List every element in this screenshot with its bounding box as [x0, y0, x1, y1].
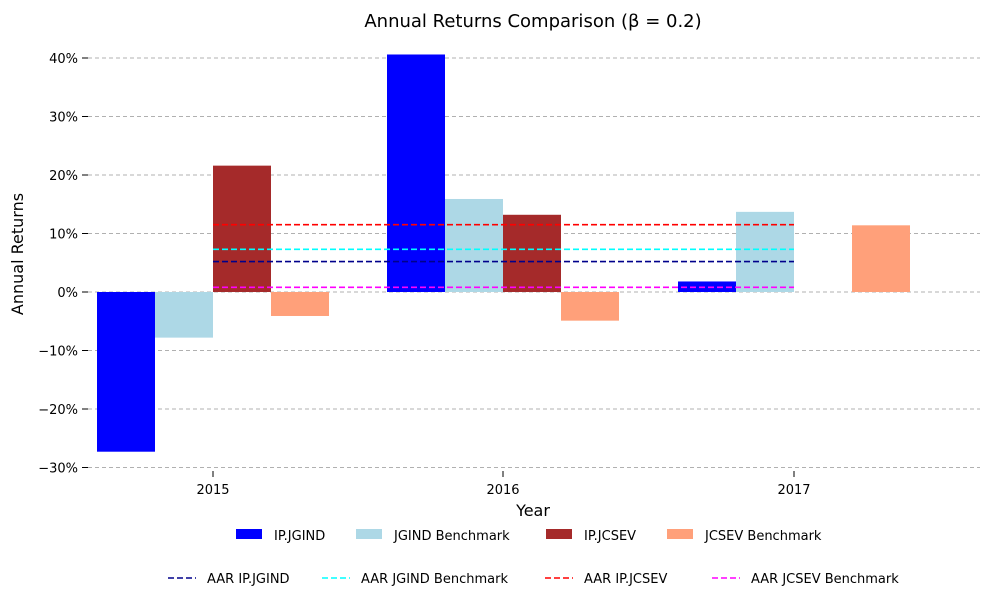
- bar-ip-jgind-2015: [97, 292, 155, 452]
- bar-jcsev-benchmark-2015: [271, 292, 329, 316]
- bar-ip-jgind-2017: [678, 281, 736, 292]
- y-tick-label: 40%: [49, 52, 78, 67]
- legend-swatch: [667, 529, 693, 539]
- legend-item-aar-jcsev-benchmark: AAR JCSEV Benchmark: [712, 572, 899, 587]
- legend-label: IP.JGIND: [274, 529, 325, 544]
- y-tick-label: 10%: [49, 228, 78, 243]
- aar-reference-lines: [213, 223, 794, 289]
- legend-item-aar-ip-jgind: AAR IP.JGIND: [168, 572, 290, 587]
- legend-label: JCSEV Benchmark: [704, 529, 822, 544]
- legend-label: AAR IP.JGIND: [207, 572, 290, 587]
- chart-title: Annual Returns Comparison (β = 0.2): [364, 11, 701, 32]
- legend-item-ip-jgind: IP.JGIND: [236, 529, 325, 544]
- bar-jgind-benchmark-2017: [736, 211, 794, 292]
- legend-swatch: [236, 529, 262, 539]
- legend-item-jgind-benchmark: JGIND Benchmark: [356, 529, 510, 544]
- legend-item-ip-jcsev: IP.JCSEV: [546, 529, 636, 544]
- legend-label: IP.JCSEV: [584, 529, 636, 544]
- x-axis-ticks: 2015 2016 2017: [196, 471, 811, 498]
- y-axis-ticks: −30% −20% −10% 0% 10% 20% 30% 40%: [38, 52, 88, 477]
- legend-swatch: [356, 529, 382, 539]
- x-tick-label: 2016: [486, 483, 519, 498]
- y-tick-label: −10%: [38, 345, 78, 360]
- x-tick-label: 2017: [777, 483, 810, 498]
- bars: [97, 54, 910, 452]
- bar-jcsev-benchmark-2016: [561, 292, 619, 321]
- bar-ip-jcsev-2015: [213, 165, 271, 292]
- bar-jgind-benchmark-2015: [155, 292, 213, 338]
- legend: IP.JGIND JGIND Benchmark IP.JCSEV JCSEV Ben…: [168, 529, 899, 587]
- legend-label: AAR IP.JCSEV: [584, 572, 667, 587]
- bar-jgind-benchmark-2016: [445, 198, 503, 292]
- x-tick-label: 2015: [196, 483, 229, 498]
- y-tick-label: 20%: [49, 169, 78, 184]
- y-tick-label: −20%: [38, 403, 78, 418]
- y-axis-title: Annual Returns: [8, 193, 27, 315]
- legend-swatch: [546, 529, 572, 539]
- bar-ip-jcsev-2016: [503, 214, 561, 292]
- legend-label: AAR JGIND Benchmark: [361, 572, 508, 587]
- y-tick-label: −30%: [38, 462, 78, 477]
- y-tick-label: 30%: [49, 111, 78, 126]
- legend-item-jcsev-benchmark: JCSEV Benchmark: [667, 529, 822, 544]
- legend-item-aar-jgind-benchmark: AAR JGIND Benchmark: [322, 572, 508, 587]
- legend-item-aar-ip-jcsev: AAR IP.JCSEV: [545, 572, 667, 587]
- y-tick-label: 0%: [57, 286, 78, 301]
- legend-label: JGIND Benchmark: [393, 529, 510, 544]
- legend-label: AAR JCSEV Benchmark: [751, 572, 899, 587]
- x-axis-title: Year: [515, 501, 550, 520]
- bar-ip-jgind-2016: [387, 54, 445, 292]
- bar-jcsev-benchmark-2017: [852, 225, 910, 292]
